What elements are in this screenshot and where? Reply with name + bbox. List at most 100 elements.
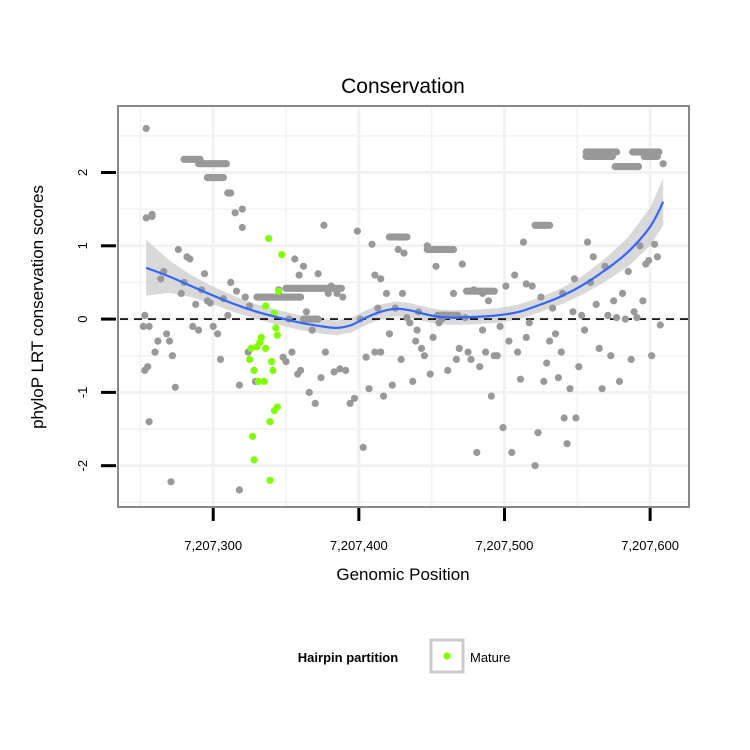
data-point — [388, 381, 396, 389]
smooth-trend-line — [145, 201, 665, 330]
axes: 7,207,300 7,207,400 7,207,500 7,207,600 -2 -1… — [75, 169, 679, 553]
data-point — [499, 424, 507, 432]
data-point — [227, 278, 235, 286]
data-point — [241, 293, 249, 301]
data-point — [484, 297, 493, 305]
data-point — [209, 322, 217, 330]
data-point — [377, 275, 385, 283]
data-point — [608, 152, 616, 160]
data-point — [570, 275, 579, 283]
data-point — [656, 321, 664, 329]
data-point — [624, 267, 632, 276]
gridlines — [120, 108, 688, 506]
mature-data-point — [266, 476, 274, 484]
data-point — [409, 377, 417, 385]
data-point — [645, 256, 653, 265]
mature-data-point — [273, 331, 281, 339]
data-point — [473, 448, 481, 457]
data-point — [467, 355, 475, 363]
data-point — [575, 363, 583, 371]
data-point — [487, 392, 495, 400]
mature-data-point — [267, 358, 276, 366]
data-point — [380, 392, 388, 400]
data-point — [238, 205, 246, 213]
data-point — [633, 314, 641, 322]
mature-data-point — [250, 456, 258, 464]
data-point — [479, 326, 487, 334]
data-point — [168, 352, 176, 360]
data-point — [569, 308, 577, 316]
mature-data-point — [262, 302, 270, 310]
data-point — [525, 319, 533, 327]
data-point — [235, 381, 243, 389]
data-point — [613, 148, 621, 156]
data-point — [154, 337, 162, 345]
data-point — [583, 238, 592, 246]
mature-data-point — [275, 287, 283, 295]
data-point — [490, 287, 498, 295]
mature-data-point — [272, 324, 280, 332]
data-point — [449, 245, 458, 254]
data-point — [377, 348, 385, 356]
data-point — [311, 399, 319, 407]
data-point — [371, 271, 379, 279]
data-point — [151, 348, 159, 356]
mature-data-point — [260, 377, 268, 385]
data-point — [206, 299, 214, 307]
data-point — [630, 308, 638, 316]
data-point — [195, 326, 203, 334]
mature-data-point — [248, 432, 257, 440]
data-point — [549, 304, 557, 312]
data-point — [543, 359, 551, 367]
data-point — [368, 240, 376, 248]
data-point — [353, 227, 361, 235]
legend-key-mature-point — [443, 652, 451, 660]
data-point — [163, 330, 171, 338]
confidence-band-layer — [146, 178, 664, 336]
data-point — [653, 253, 662, 261]
data-point — [429, 333, 437, 341]
data-point — [650, 240, 659, 248]
data-point — [238, 223, 246, 232]
data-point — [516, 375, 525, 383]
data-point — [336, 365, 344, 373]
x-tick-label: 7,207,300 — [184, 538, 242, 553]
data-point — [455, 344, 463, 352]
mature-data-point — [247, 344, 255, 352]
data-point — [482, 348, 490, 356]
background-points-layer — [139, 124, 667, 494]
data-point — [346, 399, 354, 407]
data-point — [634, 163, 643, 171]
data-point — [398, 289, 407, 297]
data-point — [560, 414, 568, 422]
data-point — [648, 352, 656, 360]
data-point — [566, 385, 574, 393]
data-point — [598, 385, 606, 393]
y-tick-label: -1 — [75, 387, 90, 399]
data-point — [142, 214, 150, 222]
data-point — [413, 326, 421, 334]
data-point — [522, 280, 530, 288]
data-point — [432, 262, 440, 270]
data-point — [291, 255, 299, 263]
data-point — [505, 337, 513, 345]
data-point — [618, 289, 627, 297]
data-point — [394, 245, 402, 254]
data-point — [359, 443, 367, 451]
chart-title: Conservation — [341, 75, 465, 98]
data-point — [216, 355, 225, 363]
data-point — [458, 260, 466, 268]
data-point — [295, 271, 303, 279]
x-tick-label: 7,207,500 — [476, 538, 534, 553]
data-point — [200, 270, 209, 278]
data-point — [476, 363, 484, 371]
data-point — [142, 124, 150, 133]
y-tick-label: 0 — [75, 315, 90, 322]
data-point — [317, 374, 325, 382]
data-point — [350, 394, 359, 402]
legend-label-mature: Mature — [470, 650, 510, 665]
data-point — [299, 262, 308, 270]
data-point — [581, 326, 589, 334]
data-point — [546, 337, 554, 345]
